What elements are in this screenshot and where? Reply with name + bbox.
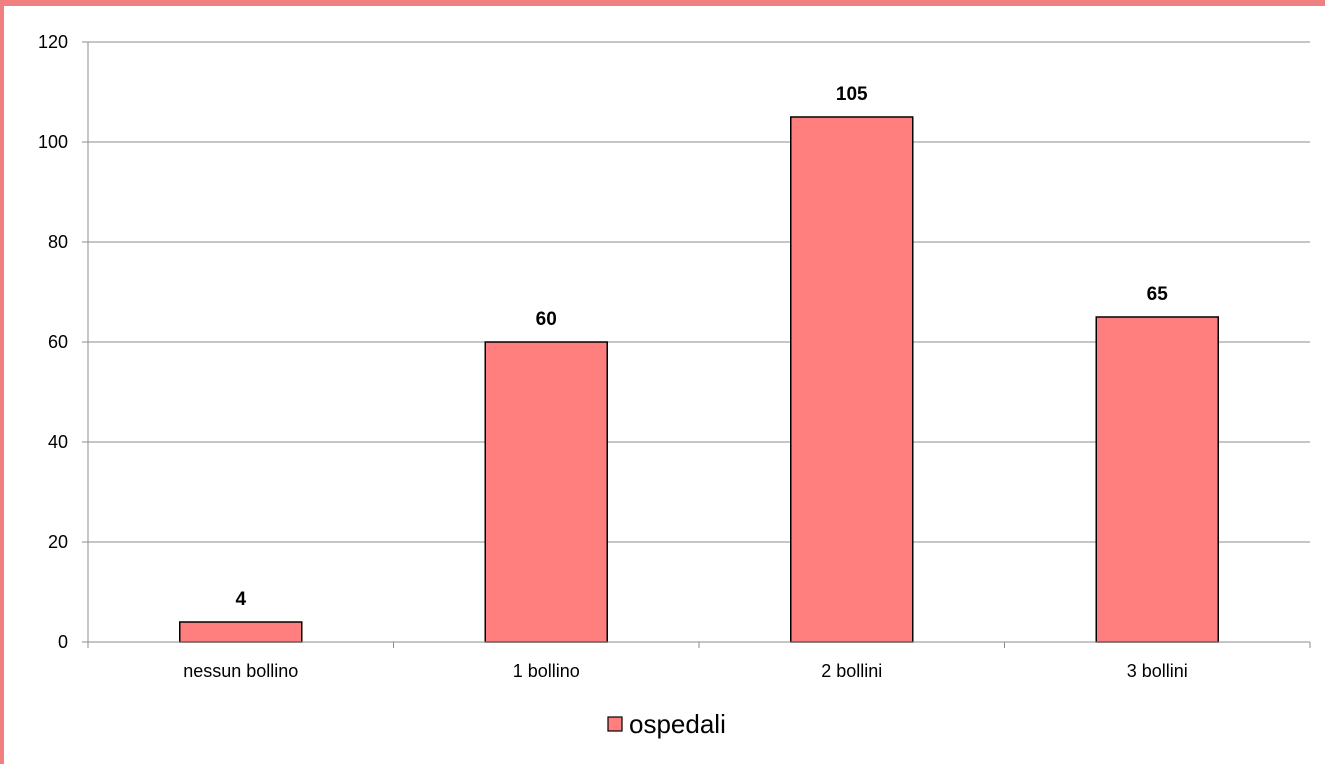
y-tick-label: 100	[38, 132, 68, 152]
y-tick-label: 60	[48, 332, 68, 352]
legend-swatch[interactable]	[607, 716, 623, 732]
x-tick-label: nessun bollino	[183, 661, 298, 681]
x-tick-label: 2 bollini	[821, 661, 882, 681]
data-label: 105	[836, 84, 868, 105]
bar[interactable]	[790, 116, 914, 643]
data-label: 60	[536, 309, 557, 330]
y-tick-label: 20	[48, 532, 68, 552]
x-tick-label: 3 bollini	[1127, 661, 1188, 681]
legend-label[interactable]: ospedali	[629, 709, 726, 739]
y-tick-label: 40	[48, 432, 68, 452]
data-label: 4	[235, 589, 246, 610]
data-label: 65	[1147, 284, 1169, 305]
y-tick-label: 120	[38, 32, 68, 52]
bar[interactable]	[179, 621, 303, 643]
y-tick-label: 80	[48, 232, 68, 252]
y-tick-label: 0	[58, 632, 68, 652]
bar[interactable]	[484, 341, 608, 643]
bar[interactable]	[1095, 316, 1219, 643]
x-tick-label: 1 bollino	[513, 661, 580, 681]
